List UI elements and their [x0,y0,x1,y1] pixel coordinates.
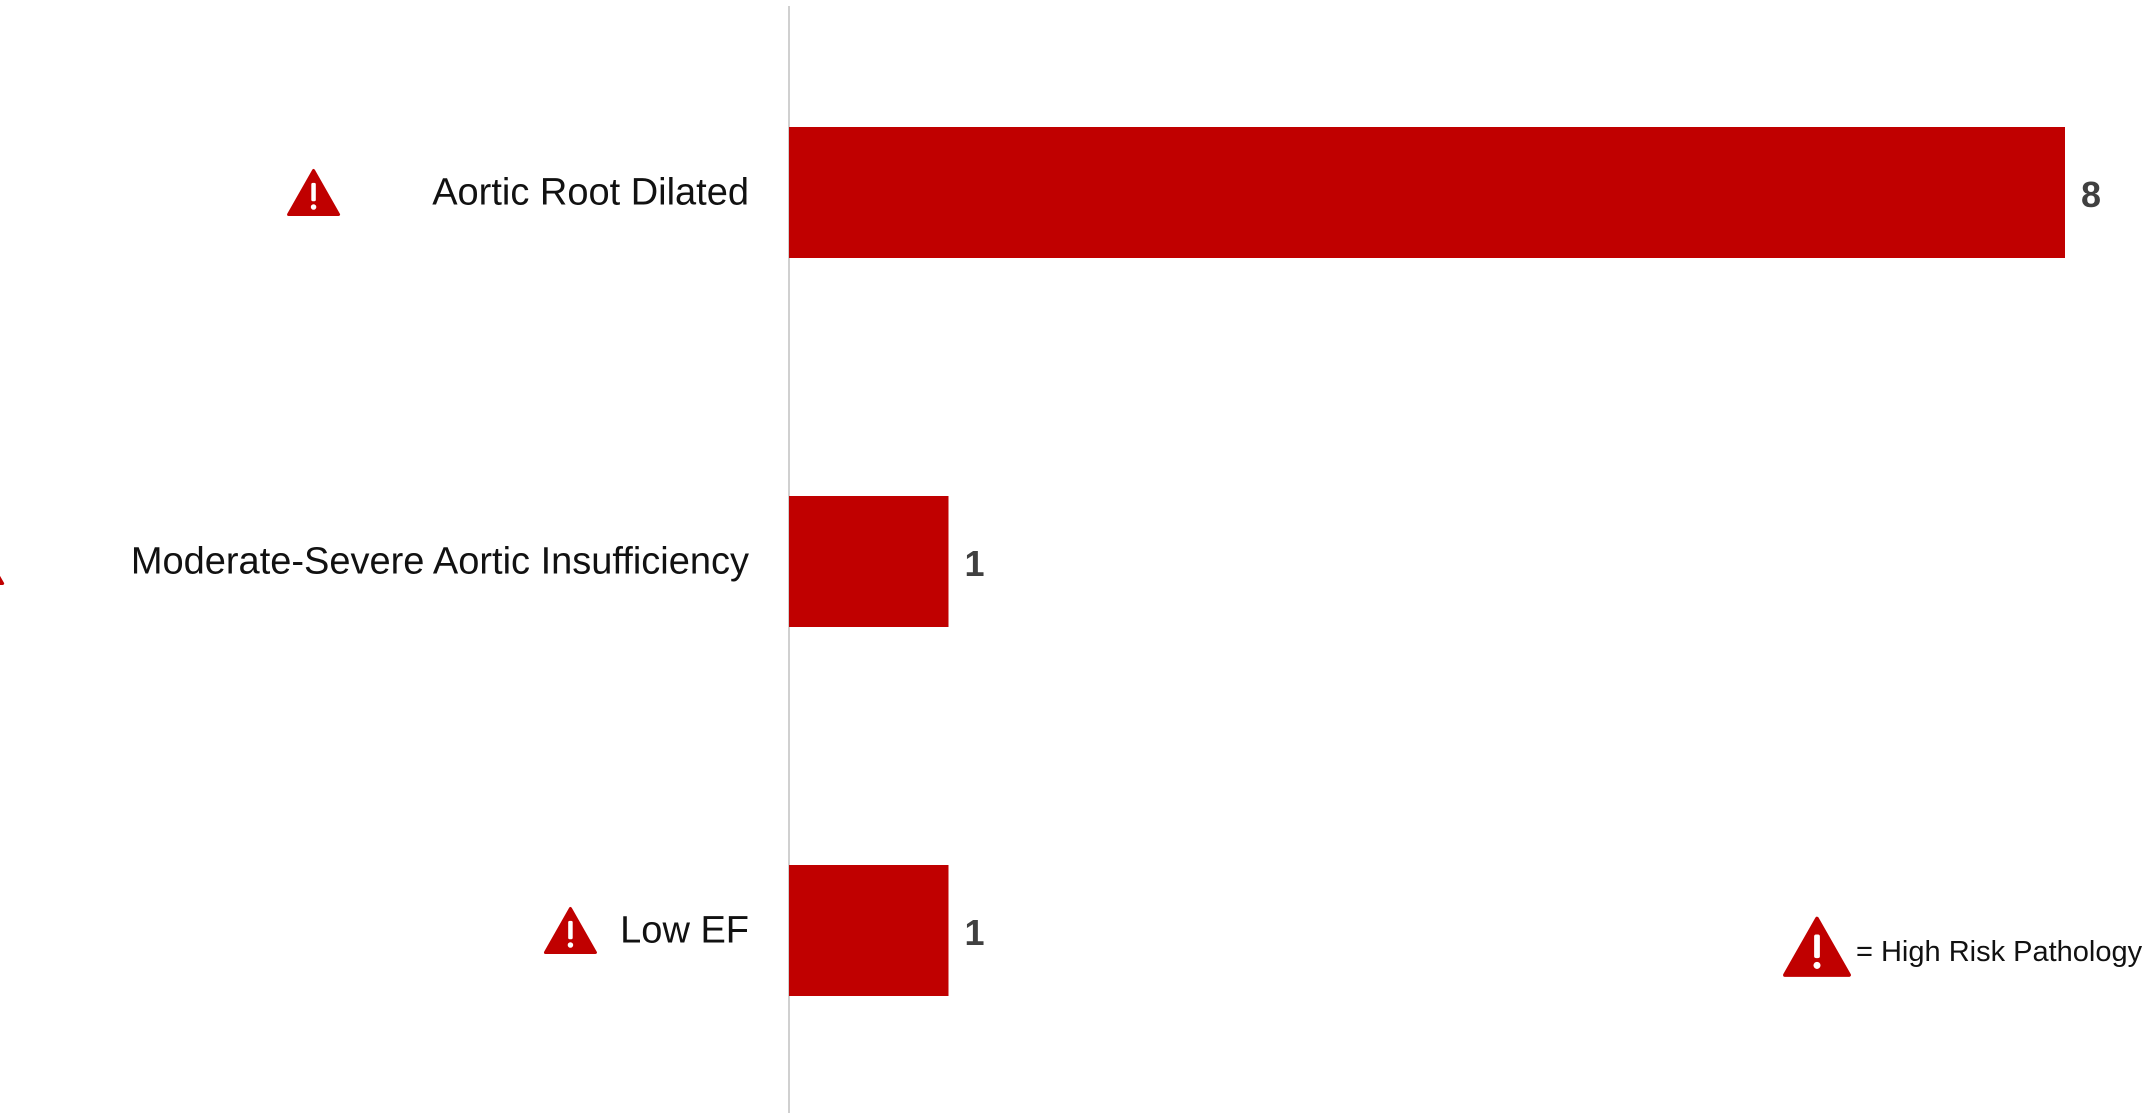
warning-icon-3-stem [568,920,573,940]
value-label-2: 1 [965,543,985,584]
category-label-2: Moderate-Severe Aortic Insufficiency [131,541,749,583]
warning-icon-1-stem [311,182,316,202]
warning-icon-2-shape [0,575,5,585]
warning-icon-3 [543,907,597,954]
legend-text: = High Risk Pathology [1856,936,2143,968]
warning-icon-1-dot [310,204,317,210]
category-label-1: Aortic Root Dilated [432,172,749,214]
bar-3 [789,865,949,996]
warning-icon-2 [0,575,5,585]
value-label-3: 1 [965,912,985,953]
bar-2 [789,496,949,627]
legend-warning-icon-stem [1814,934,1820,959]
bar-1 [789,127,2065,258]
legend: = High Risk Pathology [1783,916,2143,977]
legend-warning-icon [1783,916,1851,977]
category-label-3: Low EF [620,910,749,952]
value-label-1: 8 [2081,174,2101,215]
legend-warning-icon-dot [1813,961,1821,969]
warning-icon-1 [287,169,341,216]
warning-icon-3-dot [567,942,574,948]
